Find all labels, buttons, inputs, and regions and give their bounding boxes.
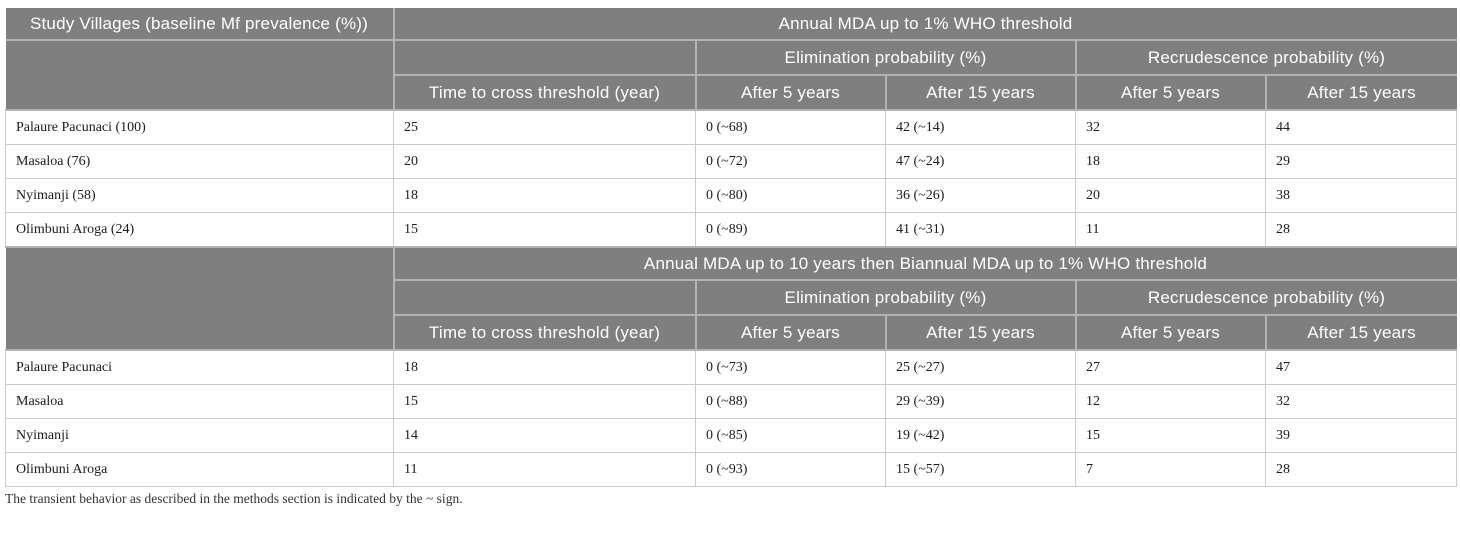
time-to-cross-cell: 25 [393, 109, 696, 145]
elim-after-5-cell: 0 (~89) [695, 212, 886, 248]
elim-after-5-cell: 0 (~88) [695, 384, 886, 419]
elim-after-5-cell: 0 (~85) [695, 418, 886, 453]
recr-after-15-cell: 44 [1264, 109, 1458, 145]
section1-subheader-row: Time to cross threshold (year) After 5 y… [6, 74, 1457, 111]
section1-group-header-row: Elimination probability (%) Recrudescenc… [5, 39, 1457, 111]
elim-after-15-cell: 47 (~24) [885, 144, 1076, 179]
elim-after-15-cell: 25 (~27) [885, 349, 1076, 385]
table-row: Nyimanji (58) 18 0 (~80) 36 (~26) 20 38 [5, 178, 1458, 213]
elim-after-5-cell: 0 (~68) [695, 109, 886, 145]
table-row: Olimbuni Aroga (24) 15 0 (~89) 41 (~31) … [5, 212, 1458, 248]
village-cell: Olimbuni Aroga [5, 452, 394, 487]
time-to-cross-cell: 18 [393, 178, 696, 213]
elim-after-15-cell: 36 (~26) [885, 178, 1076, 213]
section2-recr-after-15-header: After 15 years [1264, 314, 1457, 351]
recr-after-15-cell: 32 [1264, 384, 1458, 419]
village-cell: Masaloa [5, 384, 394, 419]
section2-recrudescence-probability-header: Recrudescence probability (%) [1074, 279, 1457, 316]
recr-after-15-cell: 28 [1264, 212, 1458, 248]
section2-time-spacer-cell [392, 279, 697, 316]
study-villages-header-cell: Study Villages (baseline Mf prevalence (… [5, 8, 395, 41]
section1-elimination-probability-header: Elimination probability (%) [694, 39, 1077, 76]
time-to-cross-cell: 15 [393, 384, 696, 419]
recr-after-5-cell: 32 [1075, 109, 1266, 145]
section1-elim-after-15-header: After 15 years [884, 74, 1077, 111]
recr-after-5-cell: 20 [1075, 178, 1266, 213]
elim-after-15-cell: 15 (~57) [885, 452, 1076, 487]
table-row: Nyimanji 14 0 (~85) 19 (~42) 15 39 [5, 418, 1458, 453]
time-to-cross-cell: 15 [393, 212, 696, 248]
elim-after-5-cell: 0 (~73) [695, 349, 886, 385]
section2-subheader-row: Time to cross threshold (year) After 5 y… [6, 314, 1457, 351]
section1-recr-after-15-header: After 15 years [1264, 74, 1457, 111]
recr-after-5-cell: 15 [1075, 418, 1266, 453]
table-row: Palaure Pacunaci 18 0 (~73) 25 (~27) 27 … [5, 349, 1458, 385]
table-row: Masaloa 15 0 (~88) 29 (~39) 12 32 [5, 384, 1458, 419]
time-to-cross-cell: 14 [393, 418, 696, 453]
elim-after-15-cell: 29 (~39) [885, 384, 1076, 419]
section2-elim-after-15-header: After 15 years [884, 314, 1077, 351]
table-row: Palaure Pacunaci (100) 25 0 (~68) 42 (~1… [5, 109, 1458, 145]
section1-time-to-cross-header: Time to cross threshold (year) [392, 74, 697, 111]
section2-band-title-cell: Annual MDA up to 10 years then Biannual … [392, 246, 1457, 281]
section2-band-row: Annual MDA up to 10 years then Biannual … [5, 246, 1457, 351]
recr-after-15-cell: 28 [1264, 452, 1458, 487]
section2-elim-after-5-header: After 5 years [694, 314, 887, 351]
section1-time-spacer-cell [392, 39, 697, 76]
elim-after-5-cell: 0 (~72) [695, 144, 886, 179]
recr-after-15-cell: 39 [1264, 418, 1458, 453]
table-row: Olimbuni Aroga 11 0 (~93) 15 (~57) 7 28 [5, 452, 1458, 487]
village-cell: Nyimanji (58) [5, 178, 394, 213]
recr-after-15-cell: 38 [1264, 178, 1458, 213]
elim-after-15-cell: 42 (~14) [885, 109, 1076, 145]
time-to-cross-cell: 11 [393, 452, 696, 487]
section2-recr-after-5-header: After 5 years [1074, 314, 1267, 351]
recr-after-5-cell: 27 [1075, 349, 1266, 385]
section2-elimination-probability-header: Elimination probability (%) [694, 279, 1077, 316]
time-to-cross-cell: 20 [393, 144, 696, 179]
recr-after-5-cell: 7 [1075, 452, 1266, 487]
recr-after-5-cell: 11 [1075, 212, 1266, 248]
elim-after-15-cell: 41 (~31) [885, 212, 1076, 248]
village-cell: Olimbuni Aroga (24) [5, 212, 394, 248]
section2-group-header-row: Elimination probability (%) Recrudescenc… [6, 279, 1457, 316]
village-cell: Masaloa (76) [5, 144, 394, 179]
table-footnote: The transient behavior as described in t… [5, 491, 463, 506]
elim-after-5-cell: 0 (~80) [695, 178, 886, 213]
time-to-cross-cell: 18 [393, 349, 696, 385]
recr-after-15-cell: 29 [1264, 144, 1458, 179]
recr-after-15-cell: 47 [1264, 349, 1458, 385]
section1-elim-after-5-header: After 5 years [694, 74, 887, 111]
mda-results-table: Study Villages (baseline Mf prevalence (… [5, 8, 1458, 487]
section1-recr-after-5-header: After 5 years [1074, 74, 1267, 111]
elim-after-15-cell: 19 (~42) [885, 418, 1076, 453]
section1-recrudescence-probability-header: Recrudescence probability (%) [1074, 39, 1457, 76]
recr-after-5-cell: 18 [1075, 144, 1266, 179]
elim-after-5-cell: 0 (~93) [695, 452, 886, 487]
section1-corner-empty-cell [5, 39, 395, 111]
section1-band-row: Study Villages (baseline Mf prevalence (… [5, 8, 1457, 41]
section1-band-title-cell: Annual MDA up to 1% WHO threshold [392, 8, 1457, 41]
village-cell: Palaure Pacunaci [5, 349, 394, 385]
section2-time-to-cross-header: Time to cross threshold (year) [392, 314, 697, 351]
village-cell: Nyimanji [5, 418, 394, 453]
section2-corner-empty-cell [5, 246, 395, 351]
table-row: Masaloa (76) 20 0 (~72) 47 (~24) 18 29 [5, 144, 1458, 179]
village-cell: Palaure Pacunaci (100) [5, 109, 394, 145]
recr-after-5-cell: 12 [1075, 384, 1266, 419]
